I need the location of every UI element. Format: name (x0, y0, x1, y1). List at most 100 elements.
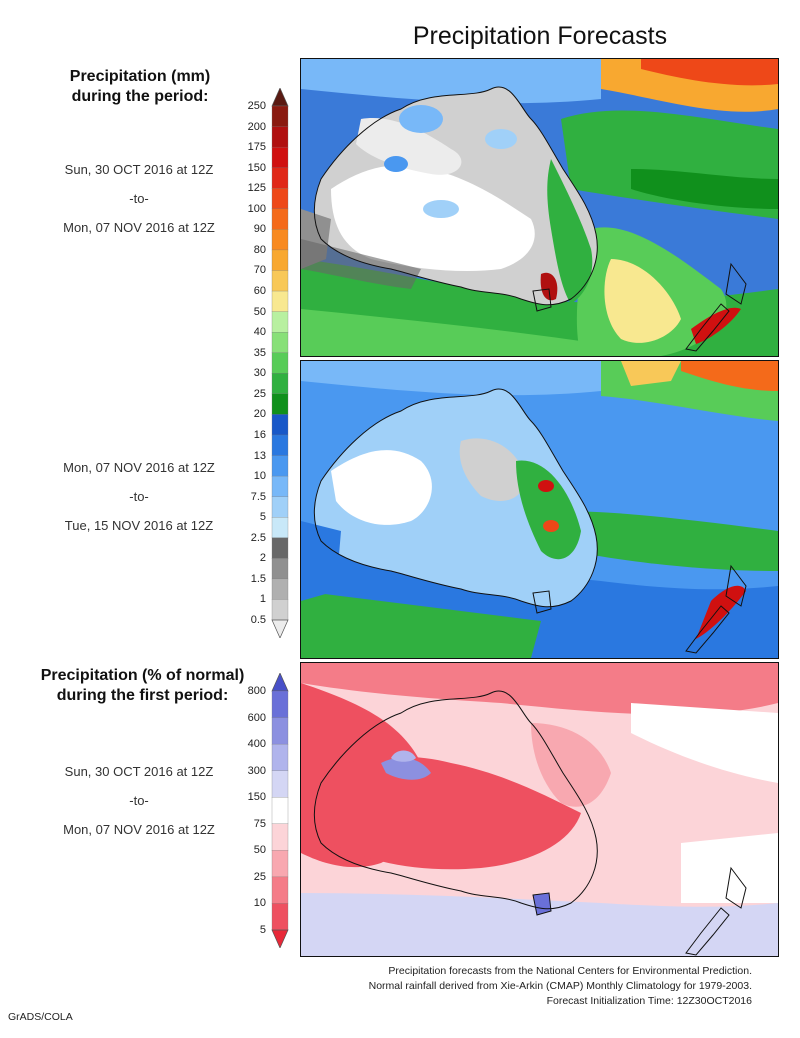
colorbar-tick-label: 600 (247, 711, 266, 724)
percent-period-end: Mon, 07 NOV 2016 at 12Z (63, 822, 215, 837)
colorbar-segment (271, 434, 289, 456)
precip-colorbar-ticks: 250 200 175 150 125 100 90 80 70 60 50 40 35 30 25 20 16… (226, 88, 266, 638)
period1-sep: -to- (129, 191, 149, 206)
colorbar-segment (271, 903, 289, 931)
period2-start: Mon, 07 NOV 2016 at 12Z (63, 460, 215, 475)
colorbar-bottom-arrow (271, 619, 289, 638)
period1-label: Sun, 30 OCT 2016 at 12Z -to- Mon, 07 NOV… (24, 162, 254, 249)
colorbar-segment (271, 188, 289, 210)
precip-map-period1 (300, 58, 779, 357)
colorbar-segment (271, 373, 289, 395)
colorbar-tick-label: 250 (247, 100, 266, 112)
colorbar-segment (271, 332, 289, 354)
colorbar-tick-label: 150 (247, 161, 266, 174)
colorbar-tick-label: 75 (253, 817, 266, 830)
colorbar-segment (271, 876, 289, 904)
percent-normal-map (300, 662, 779, 957)
percent-colorbar-graphic (271, 673, 289, 948)
colorbar-segment (271, 770, 289, 798)
precip-colorbar: 250 200 175 150 125 100 90 80 70 60 50 40 35 30 25 20 16… (226, 88, 296, 638)
colorbar-tick-label: 60 (253, 285, 266, 298)
colorbar-segment (271, 690, 289, 719)
colorbar-segment (271, 393, 289, 415)
colorbar-segment (271, 290, 289, 313)
colorbar-tick-label: 80 (253, 243, 266, 256)
colorbar-top-arrow (271, 88, 289, 107)
precip-map-period2 (300, 360, 779, 659)
colorbar-tick-label: 800 (247, 685, 266, 697)
colorbar-segment (271, 599, 289, 621)
colorbar-tick-label: 35 (253, 346, 266, 359)
colorbar-tick-label: 10 (253, 897, 266, 910)
precip-colorbar-graphic (271, 88, 289, 638)
colorbar-segment (271, 352, 289, 374)
percent-colorbar: 800 600 400 300 150 75 50 25 10 5 (226, 673, 296, 948)
colorbar-tick-label: 25 (253, 870, 266, 883)
colorbar-bottom-arrow (271, 929, 289, 948)
period2-label: Mon, 07 NOV 2016 at 12Z -to- Tue, 15 NOV… (24, 460, 254, 547)
period2-end: Tue, 15 NOV 2016 at 12Z (64, 518, 214, 533)
colorbar-segment (271, 578, 289, 600)
colorbar-segment (271, 146, 289, 169)
colorbar-tick-label: 2.5 (250, 531, 266, 544)
colorbar-segment (271, 797, 289, 825)
colorbar-tick-label: 20 (253, 408, 266, 421)
period1-end: Mon, 07 NOV 2016 at 12Z (63, 220, 215, 235)
colorbar-segment (271, 743, 289, 772)
period2-sep: -to- (129, 489, 149, 504)
colorbar-tick-label: 70 (253, 264, 266, 277)
colorbar-segment (271, 229, 289, 251)
colorbar-segment (271, 311, 289, 333)
colorbar-tick-label: 10 (253, 470, 266, 483)
colorbar-segment (271, 249, 289, 271)
colorbar-tick-label: 150 (247, 791, 266, 804)
colorbar-tick-label: 90 (253, 223, 266, 236)
colorbar-tick-label: 0.5 (250, 614, 266, 626)
page-title: Precipitation Forecasts (412, 22, 668, 50)
colorbar-tick-label: 1 (259, 593, 266, 606)
colorbar-tick-label: 300 (247, 764, 266, 777)
precip-heading-line2: during the period: (71, 88, 209, 105)
colorbar-tick-label: 30 (253, 367, 266, 380)
grads-credit: GrADS/COLA (8, 1011, 73, 1023)
colorbar-tick-label: 13 (253, 449, 266, 462)
colorbar-tick-label: 1.5 (250, 572, 266, 585)
colorbar-tick-label: 175 (247, 141, 266, 154)
colorbar-tick-label: 7.5 (250, 490, 266, 503)
colorbar-segment (271, 517, 289, 539)
colorbar-tick-label: 5 (259, 924, 266, 936)
colorbar-tick-label: 50 (253, 305, 266, 318)
colorbar-segment (271, 850, 289, 878)
footer-line3: Forecast Initialization Time: 12Z30OCT20… (546, 995, 752, 1007)
colorbar-tick-label: 5 (259, 511, 266, 524)
percent-period-label: Sun, 30 OCT 2016 at 12Z -to- Mon, 07 NOV… (24, 764, 254, 851)
colorbar-tick-label: 50 (253, 844, 266, 857)
precip-heading-line1: Precipitation (mm) (69, 68, 211, 85)
colorbar-segment (271, 717, 289, 745)
percent-heading-line1: Precipitation (% of normal) (40, 667, 245, 684)
percent-colorbar-ticks: 800 600 400 300 150 75 50 25 10 5 (226, 673, 266, 948)
colorbar-segment (271, 126, 289, 148)
colorbar-tick-label: 40 (253, 326, 266, 339)
colorbar-segment (271, 270, 289, 292)
colorbar-top-arrow (271, 673, 289, 692)
colorbar-tick-label: 400 (247, 738, 266, 751)
footer-line1: Precipitation forecasts from the Nationa… (388, 965, 752, 977)
colorbar-segment (271, 823, 289, 851)
colorbar-tick-label: 2 (259, 552, 266, 565)
percent-heading: Precipitation (% of normal) during the f… (20, 666, 265, 706)
percent-heading-line2: during the first period: (56, 687, 229, 704)
colorbar-segment (271, 496, 289, 518)
colorbar-segment (271, 208, 289, 230)
colorbar-tick-label: 200 (247, 120, 266, 133)
colorbar-tick-label: 25 (253, 387, 266, 400)
colorbar-segment (271, 537, 289, 559)
colorbar-segment (271, 455, 289, 477)
colorbar-segment (271, 475, 289, 498)
percent-period-sep: -to- (129, 793, 149, 808)
period1-start: Sun, 30 OCT 2016 at 12Z (64, 162, 214, 177)
colorbar-tick-label: 100 (247, 202, 266, 215)
colorbar-segment (271, 167, 289, 189)
colorbar-segment (271, 105, 289, 128)
colorbar-tick-label: 125 (247, 182, 266, 195)
